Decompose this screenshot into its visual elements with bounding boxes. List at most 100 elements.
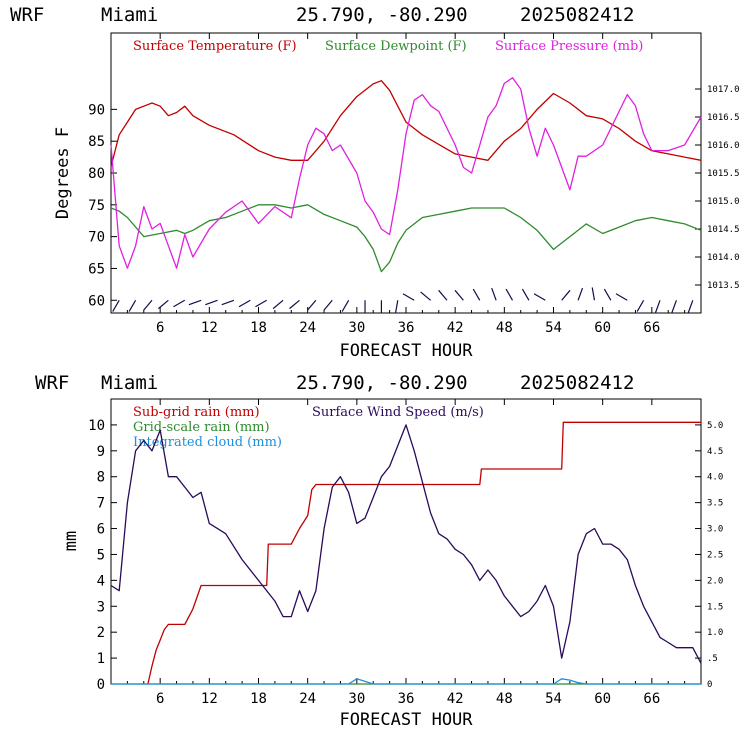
1-x-tick-label: 12 xyxy=(201,691,218,707)
1-x-tick-label: 6 xyxy=(156,691,164,707)
1-y2-tick-label: 3.0 xyxy=(707,525,723,535)
wind-barb xyxy=(143,299,153,311)
0-x-tick-label: 18 xyxy=(250,320,267,336)
1-y-tick-label: 2 xyxy=(97,625,105,641)
0-x-tick-label: 48 xyxy=(496,320,513,336)
wind-barb xyxy=(255,299,267,308)
top-axes: 6 12 18 24 30 36 42 48 54 60 66 60 65 70 75 80 85 90 1013.… xyxy=(88,33,740,336)
wind-barb xyxy=(188,299,202,306)
1-y2-tick-label: 2.5 xyxy=(707,550,723,560)
1-y-tick-label: 10 xyxy=(88,418,105,434)
0-y-tick-label: 90 xyxy=(88,102,105,118)
0-y2-tick-label: 1014.5 xyxy=(707,225,740,235)
bottom-header: WRF Miami 25.790, -80.290 2025082412 xyxy=(35,372,634,394)
1-x-tick-label: 18 xyxy=(250,691,267,707)
wind-barb xyxy=(341,299,350,312)
0-x-tick-label: 42 xyxy=(447,320,464,336)
wind-barb xyxy=(533,293,546,301)
0-series-line-0 xyxy=(110,80,702,167)
1-x-tick-label: 24 xyxy=(299,691,316,707)
bottom-header-model: WRF xyxy=(35,372,69,394)
1-x-tick-label: 36 xyxy=(398,691,415,707)
legend-surface-pressure: Surface Pressure (mb) xyxy=(495,39,643,54)
legend-surface-temperature: Surface Temperature (F) xyxy=(133,39,297,54)
0-y-tick-label: 65 xyxy=(88,261,105,277)
top-header-run: 2025082412 xyxy=(520,4,634,26)
bottom-header-station: Miami xyxy=(101,372,158,394)
legend-surface-dewpoint: Surface Dewpoint (F) xyxy=(325,39,467,54)
wind-barb xyxy=(521,288,530,301)
0-y2-tick-label: 1015.0 xyxy=(707,197,740,207)
1-x-tick-label: 54 xyxy=(545,691,562,707)
wind-barb xyxy=(323,299,333,311)
1-y-tick-label: 4 xyxy=(97,573,105,589)
0-x-tick-label: 24 xyxy=(299,320,316,336)
0-y-tick-label: 85 xyxy=(88,134,105,150)
wind-barb xyxy=(491,287,497,301)
0-x-tick-label: 30 xyxy=(348,320,365,336)
1-x-tick-label: 30 xyxy=(348,691,365,707)
1-y2-tick-label: 4.0 xyxy=(707,473,723,483)
0-y2-tick-label: 1014.0 xyxy=(707,253,740,263)
bottom-axes: 6 12 18 24 30 36 42 48 54 60 660123456789100.51.01… xyxy=(88,399,723,707)
wind-barb xyxy=(402,293,415,301)
wind-barb xyxy=(603,288,612,301)
0-y-tick-label: 60 xyxy=(88,293,105,309)
bottom-legend: Sub-grid rain (mm) Grid-scale rain (mm) … xyxy=(133,405,484,450)
top-series xyxy=(110,77,702,273)
0-y2-tick-label: 1015.5 xyxy=(707,169,740,179)
top-y-axis-label: Degrees F xyxy=(53,127,73,219)
1-y-tick-label: 0 xyxy=(97,677,105,693)
1-y2-tick-label: 0 xyxy=(707,680,712,690)
0-x-tick-label: 66 xyxy=(643,320,660,336)
top-header-model: WRF xyxy=(10,4,44,26)
wind-barb xyxy=(289,299,300,310)
top-header-coords: 25.790, -80.290 xyxy=(296,4,468,26)
1-y-tick-label: 8 xyxy=(97,470,105,486)
1-y2-tick-label: 2.0 xyxy=(707,576,723,586)
0-y2-tick-label: 1016.0 xyxy=(707,141,740,151)
0-series-line-2 xyxy=(110,77,702,269)
legend-grid-scale-rain: Grid-scale rain (mm) xyxy=(133,420,270,435)
0-y-tick-label: 75 xyxy=(88,198,105,214)
wind-barb xyxy=(615,293,628,301)
1-y-tick-label: 7 xyxy=(97,496,105,512)
top-plot-frame xyxy=(110,32,702,314)
bottom-header-coords: 25.790, -80.290 xyxy=(296,372,468,394)
wind-barb xyxy=(505,288,514,301)
bottom-x-axis-label: FORECAST HOUR xyxy=(339,710,473,730)
0-x-tick-label: 36 xyxy=(398,320,415,336)
bottom-series xyxy=(110,421,702,685)
top-x-axis-label: FORECAST HOUR xyxy=(339,341,473,361)
wind-barb xyxy=(238,299,251,308)
wind-barb xyxy=(687,300,694,313)
wind-barb xyxy=(561,289,571,301)
1-y2-tick-label: .5 xyxy=(707,654,718,664)
1-x-tick-label: 66 xyxy=(643,691,660,707)
0-y-tick-label: 80 xyxy=(88,166,105,182)
1-series-line-2 xyxy=(111,678,701,685)
0-y2-tick-label: 1017.0 xyxy=(707,85,740,95)
1-y2-tick-label: 5.0 xyxy=(707,421,723,431)
wind-barb xyxy=(394,300,399,314)
legend-surface-wind-speed: Surface Wind Speed (m/s) xyxy=(312,405,484,420)
wind-barb xyxy=(221,299,235,306)
wind-barb xyxy=(272,299,284,310)
1-x-tick-label: 60 xyxy=(594,691,611,707)
legend-integrated-cloud: Integrated cloud (mm) xyxy=(133,435,282,450)
1-x-tick-label: 42 xyxy=(447,691,464,707)
1-x-tick-label: 48 xyxy=(496,691,513,707)
legend-sub-grid-rain: Sub-grid rain (mm) xyxy=(133,405,260,420)
0-series-line-1 xyxy=(110,204,702,273)
1-y-tick-label: 3 xyxy=(97,599,105,615)
1-y-tick-label: 9 xyxy=(97,444,105,460)
wind-barb xyxy=(438,289,448,301)
wind-barb xyxy=(636,299,645,312)
wind-barb xyxy=(591,287,596,301)
wind-barb xyxy=(112,299,120,312)
wind-barb xyxy=(173,299,186,308)
wind-barb xyxy=(307,299,317,311)
bottom-header-run: 2025082412 xyxy=(520,372,634,394)
1-y2-tick-label: 4.5 xyxy=(707,447,723,457)
